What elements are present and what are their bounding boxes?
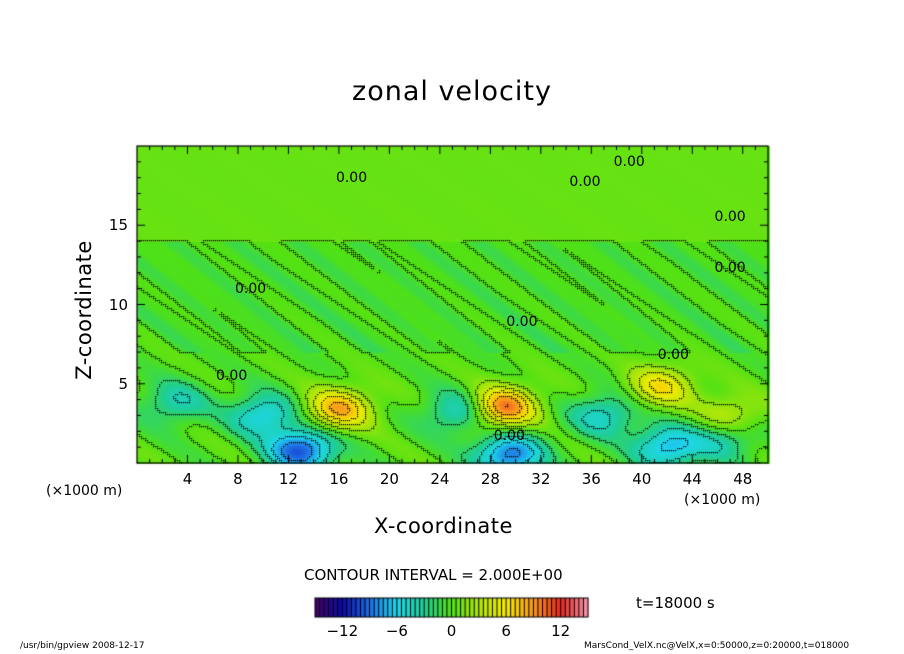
colorbar-tick-label: 12 — [551, 622, 571, 640]
contour-label: 0.00 — [493, 428, 525, 445]
contour-label: 0.00 — [506, 313, 538, 330]
contour-label: 0.00 — [569, 174, 601, 191]
contour-label: 0.00 — [216, 367, 248, 384]
x-tick-label: 4 — [182, 470, 193, 488]
x-tick-label: 16 — [329, 470, 349, 488]
colorbar-tick-label: −6 — [385, 622, 408, 640]
x-tick-label: 32 — [531, 470, 551, 488]
contour-label: 0.00 — [714, 209, 746, 226]
x-unit-left: (×1000 m) — [46, 483, 123, 499]
contour-label: 0.00 — [657, 347, 689, 364]
y-tick-label: 10 — [108, 295, 128, 314]
x-tick-label: 28 — [480, 470, 500, 488]
x-axis-label: X-coordinate — [374, 514, 513, 538]
colorbar-tick-label: 6 — [501, 622, 511, 640]
y-axis-label: Z-coordinate — [72, 240, 96, 380]
colorbar-tick-label: −12 — [326, 622, 359, 640]
y-tick-label: 15 — [108, 216, 128, 235]
chart-title: zonal velocity — [352, 76, 552, 107]
x-tick-label: 8 — [233, 470, 243, 488]
contour-label: 0.00 — [234, 280, 267, 297]
x-tick-label: 36 — [581, 470, 601, 488]
contour-interval: CONTOUR INTERVAL = 2.000E+00 — [304, 566, 563, 584]
contour-label: 0.00 — [714, 260, 746, 277]
colorbar-tick-label: 0 — [446, 622, 457, 640]
contour-label: 0.00 — [335, 169, 368, 186]
contour-label: 0.00 — [613, 153, 645, 170]
footer-left: /usr/bin/gpview 2008-12-17 — [20, 641, 145, 651]
footer-right: MarsCond_VelX.nc@VelX,x=0:50000,z=0:2000… — [584, 641, 850, 651]
x-tick-label: 44 — [682, 470, 702, 488]
y-tick-label: 5 — [118, 374, 128, 393]
x-tick-label: 20 — [379, 470, 399, 488]
x-tick-label: 12 — [278, 470, 298, 488]
x-unit-right: (×1000 m) — [684, 492, 761, 508]
time-stamp: t=18000 s — [636, 594, 715, 612]
x-tick-label: 24 — [430, 470, 450, 488]
x-tick-label: 48 — [733, 470, 753, 488]
x-tick-label: 40 — [632, 470, 652, 488]
